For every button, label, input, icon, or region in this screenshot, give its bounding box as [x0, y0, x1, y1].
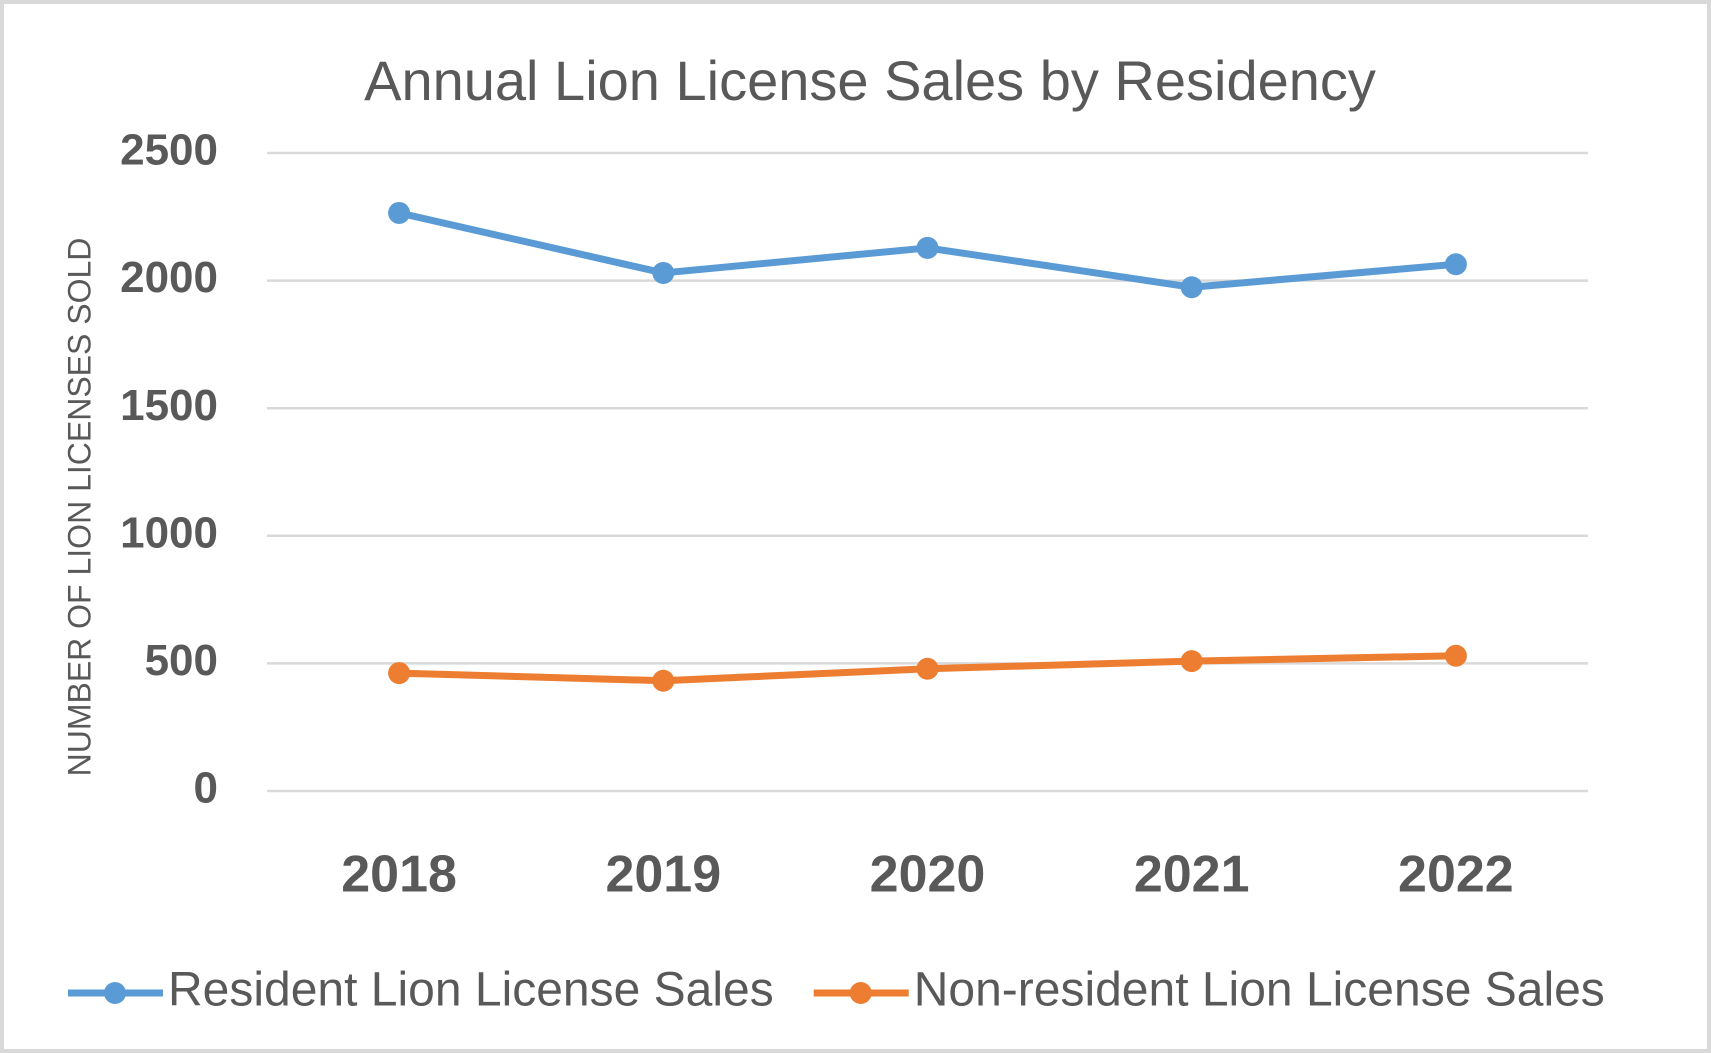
legend-label: Non-resident Lion License Sales: [914, 964, 1605, 1017]
legend-label: Resident Lion License Sales: [168, 964, 774, 1017]
data-point: [652, 261, 675, 284]
data-point: [1180, 650, 1203, 673]
data-point: [1444, 644, 1467, 667]
y-tick-label: 2000: [120, 253, 218, 302]
y-tick-label: 1500: [120, 381, 218, 430]
data-point: [1444, 253, 1467, 276]
y-tick-label: 0: [194, 764, 218, 813]
y-tick-label: 2500: [120, 126, 218, 175]
chart-title: Annual Lion License Sales by Residency: [364, 49, 1376, 112]
y-tick-label: 500: [145, 636, 218, 685]
data-point: [1180, 276, 1203, 299]
x-tick-label: 2020: [870, 846, 986, 904]
x-tick-label: 2018: [341, 846, 457, 904]
x-tick-label: 2022: [1398, 846, 1514, 904]
y-tick-label: 1000: [120, 508, 218, 557]
data-point: [916, 236, 939, 259]
x-tick-label: 2021: [1134, 846, 1250, 904]
data-point: [388, 201, 411, 224]
x-tick-label: 2019: [605, 846, 721, 904]
data-point: [388, 662, 411, 685]
legend-marker: [104, 982, 126, 1004]
data-point: [652, 669, 675, 692]
legend-marker: [849, 982, 872, 1004]
y-axis-label: NUMBER OF LION LICENSES SOLD: [61, 238, 97, 777]
data-point: [916, 657, 939, 680]
